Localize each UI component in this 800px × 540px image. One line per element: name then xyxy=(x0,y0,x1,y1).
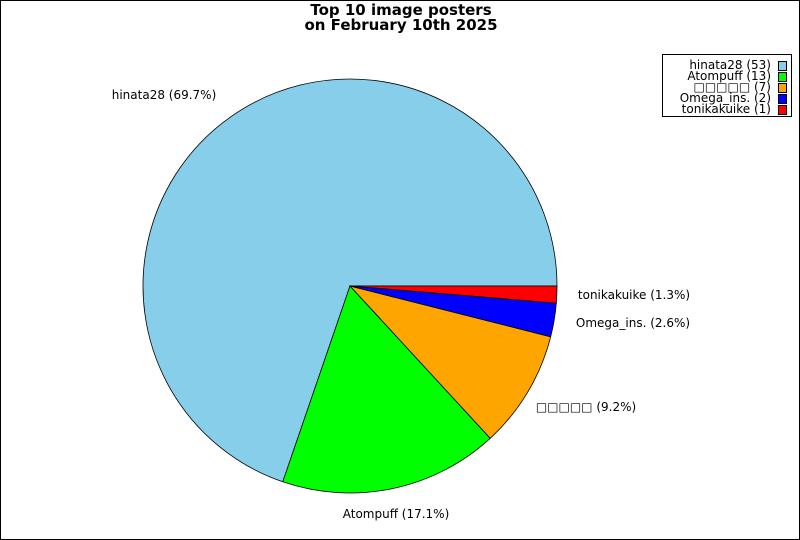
legend-item-1: hinata28 (53) xyxy=(663,59,791,72)
slice-label-2: Atompuff (17.1%) xyxy=(343,507,450,521)
legend-swatch xyxy=(778,94,787,104)
legend-label: Atompuff (13) xyxy=(687,69,771,83)
pie-slice-5 xyxy=(349,285,558,304)
pie-slice-1 xyxy=(142,78,558,483)
legend-item-3: □□□□□ (7) xyxy=(663,81,791,94)
legend-label: hinata28 (53) xyxy=(689,58,771,72)
legend-item-5: tonikakuike (1) xyxy=(663,103,791,116)
legend-label: □□□□□ (7) xyxy=(693,80,771,94)
legend-swatch xyxy=(778,72,787,82)
legend-label: Omega_ins. (2) xyxy=(679,91,771,105)
pie-slice-3 xyxy=(348,285,552,439)
legend-swatch xyxy=(778,61,787,71)
chart-title-line-1: Top 10 image posters xyxy=(310,1,492,19)
legend-label: tonikakuike (1) xyxy=(681,102,771,116)
chart-title: Top 10 image posters on February 10th 20… xyxy=(1,1,799,34)
legend-item-2: Atompuff (13) xyxy=(663,70,791,83)
legend-swatch xyxy=(778,83,787,93)
chart-legend: hinata28 (53) Atompuff (13) □□□□□ (7) Omega… xyxy=(662,54,792,117)
chart-title-line-2: on February 10th 2025 xyxy=(304,16,498,34)
slice-label-5: tonikakuike (1.3%) xyxy=(578,288,690,302)
slice-label-3: □□□□□ (9.2%) xyxy=(536,400,636,414)
legend-item-4: Omega_ins. (2) xyxy=(663,92,791,105)
slice-label-1: hinata28 (69.7%) xyxy=(112,88,217,102)
pie-slice-2 xyxy=(282,285,491,494)
legend-swatch xyxy=(778,105,787,115)
slice-label-4: Omega_ins. (2.6%) xyxy=(576,316,690,330)
